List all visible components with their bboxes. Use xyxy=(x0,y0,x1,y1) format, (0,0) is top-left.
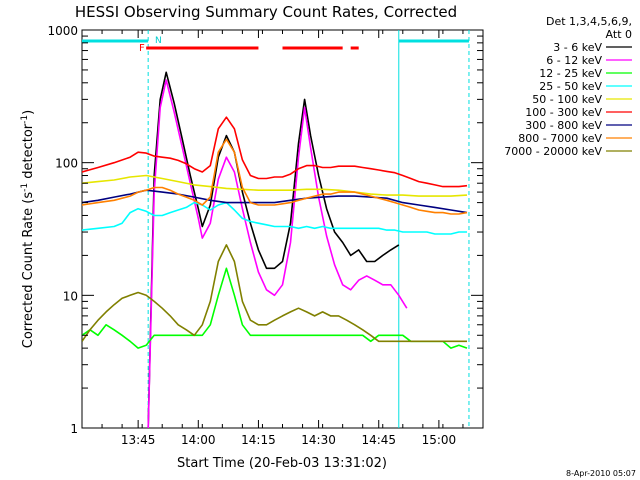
legend-entry-label: 3 - 6 keV xyxy=(553,41,602,54)
x-tick-label: 14:00 xyxy=(181,433,216,447)
y-tick-label: 1000 xyxy=(47,24,78,38)
legend-header-line: Det 1,3,4,5,6,9, xyxy=(546,15,632,28)
x-tick-label: 14:30 xyxy=(301,433,336,447)
y-axis-label: Corrected Count Rate (s-1 detector-1) xyxy=(20,110,36,348)
legend-entry-label: 100 - 300 keV xyxy=(525,106,602,119)
axes-ticks: 1 10 100 1000 13:45 14:00 14:15 14:30 14:45 15:00 xyxy=(47,24,484,447)
series-line-0 xyxy=(147,71,400,428)
y-label-part2: detector xyxy=(21,123,36,183)
y-tick-label: 100 xyxy=(55,157,78,171)
flag-N-label: N xyxy=(155,36,162,46)
flag-bars xyxy=(82,39,469,50)
series-line-1 xyxy=(147,79,408,428)
legend-entry-label: 7000 - 20000 keV xyxy=(504,145,602,158)
x-tick-label: 15:00 xyxy=(422,433,457,447)
flag-F-label: F xyxy=(139,43,145,54)
series-line-4 xyxy=(82,174,468,197)
footer-timestamp: 8-Apr-2010 05:07 xyxy=(566,469,636,478)
series-line-5 xyxy=(82,116,468,188)
legend-header-line: Att 0 xyxy=(606,28,632,41)
legend-entry-label: 50 - 100 keV xyxy=(532,93,602,106)
series-line-7 xyxy=(82,138,468,215)
legend-entry-label: 12 - 25 keV xyxy=(539,67,602,80)
series-line-3 xyxy=(82,201,467,235)
legend-entry-label: 6 - 12 keV xyxy=(546,54,602,67)
chart-title: HESSI Observing Summary Count Rates, Cor… xyxy=(75,3,457,21)
y-label-part3: ) xyxy=(21,110,36,115)
legend-entry-label: 800 - 7000 keV xyxy=(518,132,602,145)
y-tick-label: 1 xyxy=(70,422,78,436)
night-boundaries xyxy=(147,30,470,428)
y-label-sup1: -1 xyxy=(20,183,30,192)
y-label-part1: Corrected Count Rate (s xyxy=(21,192,36,349)
x-tick-label: 13:45 xyxy=(121,433,156,447)
legend-entry-label: 25 - 50 keV xyxy=(539,80,602,93)
plot-area xyxy=(81,29,484,429)
x-axis-label: Start Time (20-Feb-03 13:31:02) xyxy=(177,456,387,471)
legend-entry-label: 300 - 800 keV xyxy=(525,119,602,132)
x-tick-label: 14:15 xyxy=(241,433,276,447)
series-layer xyxy=(82,71,468,428)
series-line-2 xyxy=(82,267,468,349)
series-line-8 xyxy=(82,244,467,343)
y-label-sup2: -1 xyxy=(20,115,30,124)
x-tick-label: 14:45 xyxy=(361,433,396,447)
y-tick-label: 10 xyxy=(63,289,78,303)
